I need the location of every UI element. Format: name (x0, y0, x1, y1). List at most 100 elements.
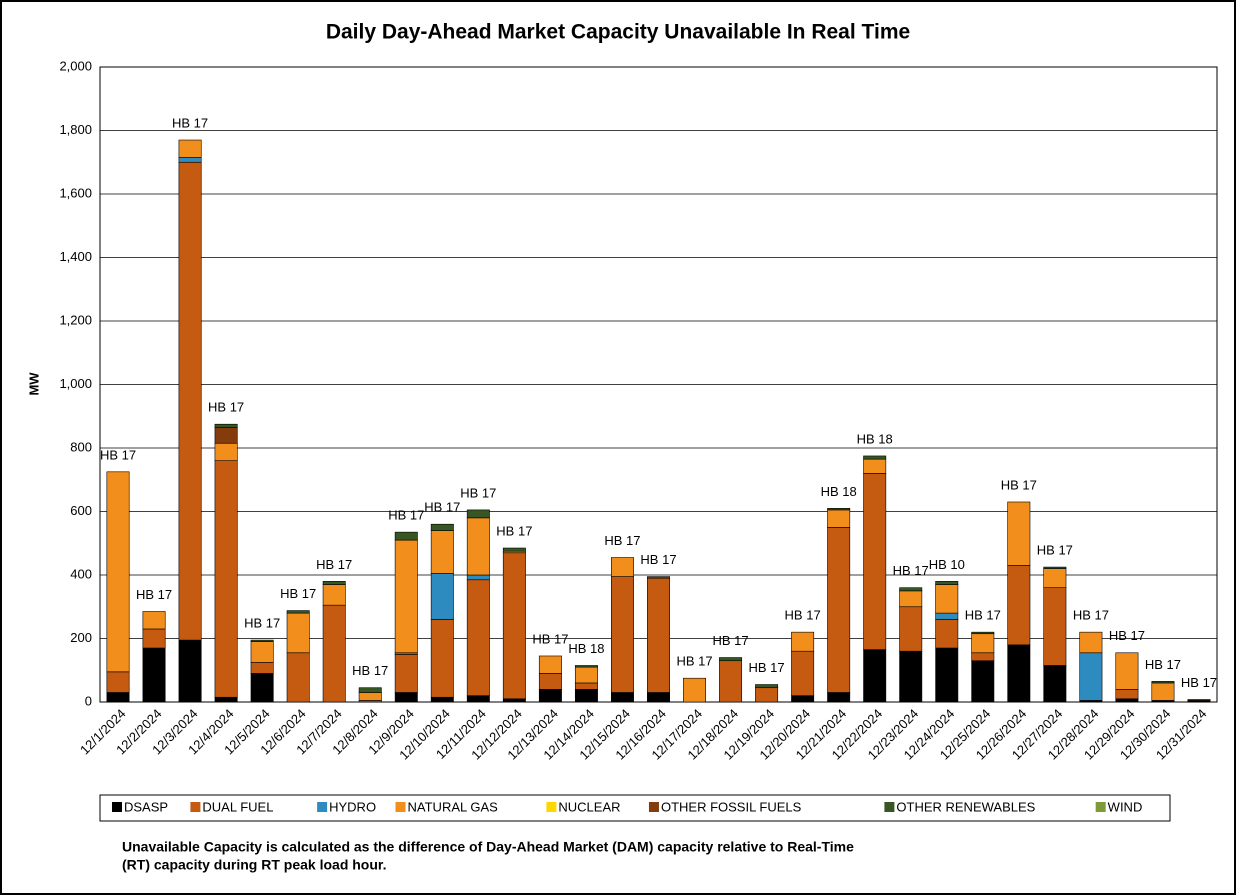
bar-segment (214, 696, 238, 703)
bar-segment (250, 639, 274, 642)
bar-annotation: HB 17 (280, 586, 316, 601)
bar-segment (755, 687, 779, 703)
bar-annotation: HB 18 (857, 431, 893, 446)
legend-label: DUAL FUEL (202, 799, 273, 814)
bar-segment (935, 612, 959, 620)
bar-segment (394, 531, 418, 541)
legend-label: WIND (1108, 799, 1143, 814)
bar-segment (322, 604, 346, 703)
bar-segment (863, 458, 887, 474)
bar-annotation: HB 17 (1073, 608, 1109, 623)
legend-swatch (546, 802, 557, 812)
bar-segment (610, 692, 634, 703)
footnote: (RT) capacity during RT peak load hour. (122, 857, 386, 873)
bar-annotation: HB 17 (604, 533, 640, 548)
bar-annotation: HB 17 (100, 447, 136, 462)
bar-segment (1043, 587, 1067, 666)
bar-annotation: HB 17 (208, 400, 244, 415)
bar-segment (430, 530, 454, 574)
bar-annotation: HB 18 (568, 641, 604, 656)
bar-segment (250, 662, 274, 674)
bar-annotation: HB 17 (244, 616, 280, 631)
bar-segment (502, 552, 526, 700)
bar-segment (791, 631, 815, 652)
bar-segment (755, 684, 779, 689)
bar-segment (538, 655, 562, 674)
bar-segment (142, 647, 166, 703)
bar-segment (574, 688, 598, 703)
bar-segment (1007, 501, 1031, 566)
bar-annotation: HB 17 (496, 523, 532, 538)
bar-segment (250, 641, 274, 663)
bar-segment (1187, 699, 1211, 701)
bar-segment (647, 577, 670, 693)
bar-annotation: HB 17 (749, 660, 785, 675)
y-tick-label: 1,600 (59, 185, 92, 200)
y-tick-label: 2,000 (59, 58, 92, 73)
legend-swatch (395, 802, 406, 812)
bar-segment (178, 157, 202, 163)
bar-segment (899, 587, 923, 592)
bar-segment (538, 673, 562, 690)
bar-segment (935, 581, 959, 585)
bar-segment (1043, 568, 1067, 589)
bar-segment (466, 574, 490, 581)
bar-segment (358, 687, 382, 693)
bar-annotation: HB 17 (352, 663, 388, 678)
bar-segment (1115, 652, 1139, 690)
legend-swatch (648, 802, 659, 812)
bar-segment (142, 611, 166, 630)
bar-segment (827, 692, 851, 703)
bar-segment (827, 508, 851, 511)
bar-segment (935, 647, 959, 703)
bar-segment (178, 639, 202, 703)
bar-segment (1043, 566, 1067, 569)
bar-annotation: HB 17 (136, 587, 172, 602)
bar-annotation: HB 17 (640, 552, 676, 567)
legend-label: HYDRO (329, 799, 376, 814)
bar-segment (971, 652, 995, 662)
bar-segment (827, 527, 851, 693)
y-tick-label: 1,800 (59, 122, 92, 137)
bar-annotation: HB 17 (460, 485, 496, 500)
bar-segment (106, 471, 130, 673)
bar-segment (538, 688, 562, 703)
bar-segment (863, 473, 887, 650)
legend-label: NUCLEAR (558, 799, 620, 814)
bar-annotation: HB 17 (1181, 675, 1217, 690)
legend-label: OTHER RENEWABLES (896, 799, 1035, 814)
y-tick-label: 400 (70, 566, 92, 581)
bar-segment (250, 673, 274, 703)
bar-segment (1151, 681, 1175, 684)
bar-segment (683, 677, 707, 703)
bar-annotation: HB 10 (929, 557, 965, 572)
bar-segment (574, 666, 598, 684)
bar-segment (1007, 644, 1031, 703)
legend-swatch (112, 802, 122, 812)
bar-segment (466, 517, 490, 576)
y-tick-label: 0 (85, 693, 92, 708)
bar-annotation: HB 17 (1145, 657, 1181, 672)
legend-label: OTHER FOSSIL FUELS (661, 799, 802, 814)
y-tick-label: 200 (70, 630, 92, 645)
bar-annotation: HB 17 (424, 500, 460, 515)
bar-segment (178, 161, 202, 641)
bar-segment (1079, 631, 1103, 654)
y-tick-label: 600 (70, 503, 92, 518)
bar-segment (971, 660, 995, 703)
bar-segment (286, 612, 310, 654)
bar-annotation: HB 17 (1109, 628, 1145, 643)
bar-segment (1115, 688, 1139, 700)
bar-segment (322, 581, 346, 585)
bar-segment (394, 539, 418, 654)
bar-segment (610, 576, 634, 693)
bar-segment (827, 509, 851, 528)
bar-segment (466, 509, 490, 519)
legend-swatch (1095, 802, 1106, 812)
bar-segment (1151, 682, 1175, 701)
bar-segment (430, 696, 454, 703)
bar-segment (430, 523, 454, 531)
bar-segment (935, 584, 959, 614)
